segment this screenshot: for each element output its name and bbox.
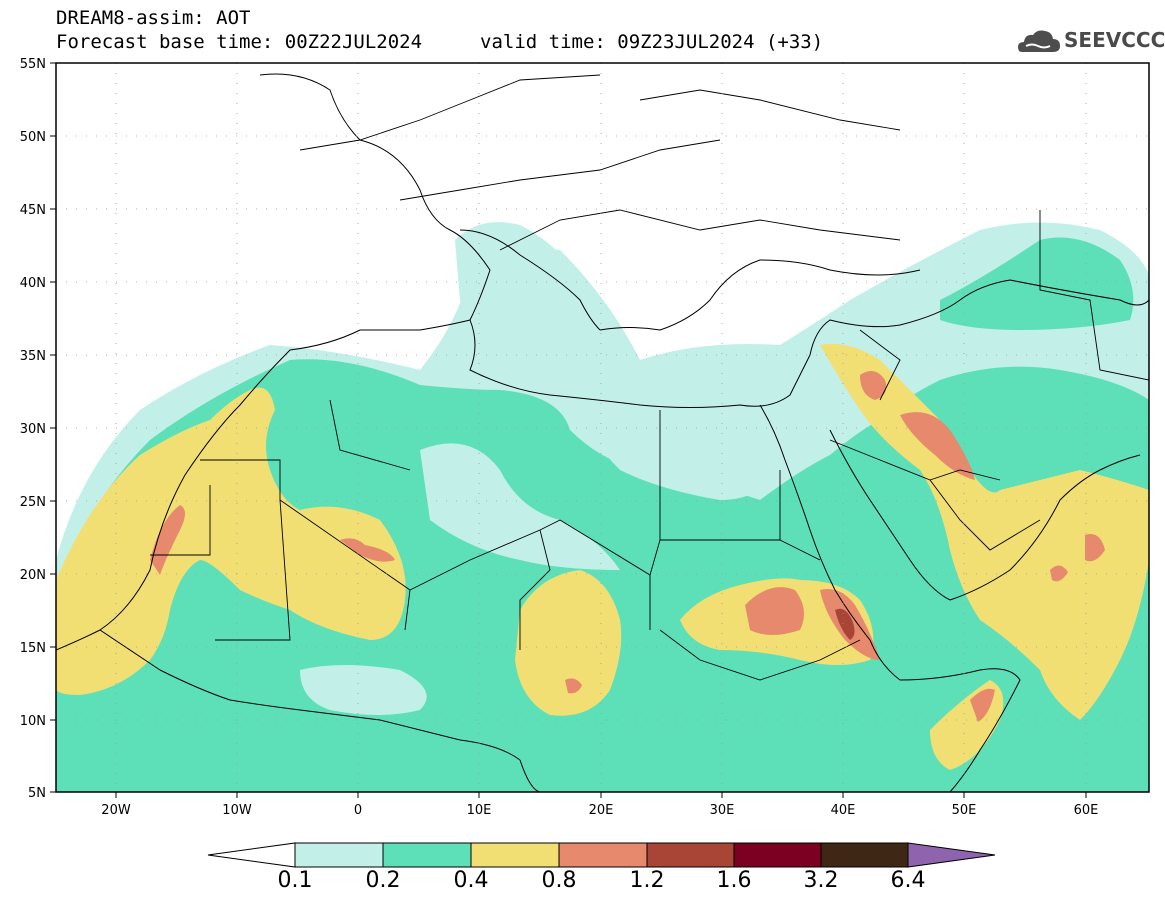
aot-band-0-8-iraq bbox=[860, 371, 887, 400]
aot-band-0-4-west bbox=[56, 387, 406, 695]
lon-labels: 20W 10W 0 10E 20E 30E 40E 50E 60E bbox=[101, 803, 1098, 818]
lon-label: 0 bbox=[354, 803, 362, 818]
colorbar-label: 6.4 bbox=[890, 868, 926, 893]
aot-band-0-1-libya bbox=[420, 443, 620, 570]
map-title: DREAM8-assim: AOT bbox=[56, 7, 251, 29]
aot-band-0-8-chad bbox=[565, 678, 582, 694]
lat-label: 30N bbox=[20, 422, 46, 437]
colorbar-label: 1.2 bbox=[629, 868, 665, 893]
seevccc-logo: SEEVCCC bbox=[1064, 28, 1165, 52]
forecast-base-time: Forecast base time: 00Z22JUL2024 bbox=[56, 31, 423, 53]
lat-label: 40N bbox=[20, 276, 46, 291]
colorbar-under bbox=[207, 842, 296, 868]
aot-band-0-8-kuwait bbox=[900, 412, 975, 480]
aot-band-0-8-mali bbox=[340, 538, 395, 562]
colorbar-label: 1.6 bbox=[716, 868, 752, 893]
colorbar-bin bbox=[470, 842, 560, 868]
aot-band-0-1-sahel bbox=[300, 665, 427, 715]
aot-band-0-1b bbox=[455, 222, 604, 370]
valid-time: valid time: 09Z23JUL2024 (+33) bbox=[480, 31, 824, 53]
colorbar-label: 0.2 bbox=[365, 868, 401, 893]
colorbar-bin bbox=[558, 842, 648, 868]
colorbar-over bbox=[907, 842, 996, 868]
lon-label: 60E bbox=[1074, 803, 1099, 818]
lat-label: 5N bbox=[28, 786, 46, 801]
lon-label: 10E bbox=[467, 803, 492, 818]
aot-band-0-8-oman2 bbox=[1050, 565, 1068, 582]
axis-ticks bbox=[50, 62, 1087, 798]
aot-band-0-8-mauritania bbox=[150, 505, 185, 575]
borders bbox=[150, 74, 1149, 681]
colorbar-label: 3.2 bbox=[803, 868, 839, 893]
colorbar-label: 0.4 bbox=[453, 868, 489, 893]
aot-band-0-8-oman bbox=[1085, 534, 1105, 562]
aot-band-0-4-iraq bbox=[820, 344, 1149, 720]
lon-label: 20E bbox=[589, 803, 614, 818]
lat-label: 15N bbox=[20, 641, 46, 656]
colorbar-bin bbox=[733, 842, 822, 868]
lon-label: 20W bbox=[101, 803, 131, 818]
aot-band-0-4-chad bbox=[515, 570, 622, 716]
colorbar bbox=[207, 842, 996, 868]
lat-label: 35N bbox=[20, 349, 46, 364]
colorbar-bin bbox=[820, 842, 909, 868]
lat-label: 50N bbox=[20, 130, 46, 145]
colorbar-bin bbox=[294, 842, 384, 868]
coastlines bbox=[56, 73, 1149, 792]
aot-band-0-1-egypt bbox=[580, 406, 780, 500]
lat-labels: 55N 50N 45N 40N 35N 30N 25N 20N 15N 10N … bbox=[20, 57, 46, 801]
colorbar-label: 0.8 bbox=[541, 868, 577, 893]
colorbar-label: 0.1 bbox=[277, 868, 313, 893]
lon-label: 50E bbox=[952, 803, 977, 818]
aot-fields bbox=[56, 222, 1149, 792]
aot-band-0-8-sudan bbox=[745, 587, 804, 635]
graticule bbox=[56, 63, 1149, 792]
lat-label: 10N bbox=[20, 714, 46, 729]
lon-label: 10W bbox=[222, 803, 252, 818]
colorbar-bin bbox=[382, 842, 472, 868]
aot-band-0-8-somalia bbox=[970, 688, 995, 722]
lat-label: 25N bbox=[20, 495, 46, 510]
lon-label: 30E bbox=[710, 803, 735, 818]
aot-band-0-2-caspian bbox=[940, 237, 1134, 330]
lat-label: 20N bbox=[20, 568, 46, 583]
lat-label: 45N bbox=[20, 203, 46, 218]
aot-band-1-2-eritrea bbox=[835, 608, 855, 640]
cloud-icon bbox=[1018, 30, 1060, 52]
lon-label: 40E bbox=[831, 803, 856, 818]
lat-label: 55N bbox=[20, 57, 46, 72]
colorbar-bin bbox=[646, 842, 735, 868]
